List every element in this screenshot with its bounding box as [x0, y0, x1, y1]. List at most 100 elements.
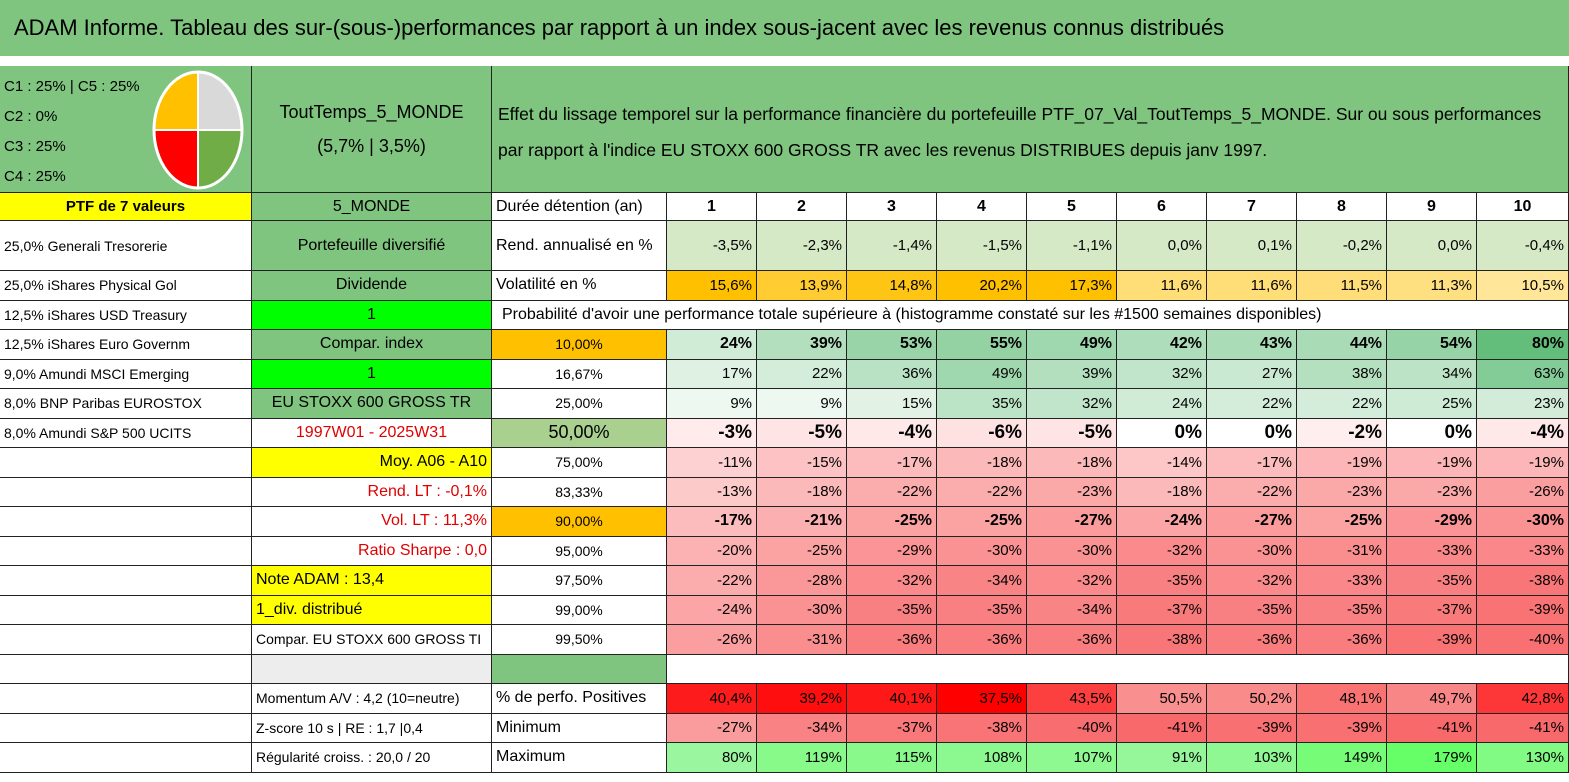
value-cell: -22% — [937, 477, 1027, 507]
value-cell: 0% — [1207, 418, 1297, 448]
value-cell: -19% — [1297, 448, 1387, 478]
value-cell: -22% — [1207, 477, 1297, 507]
value-cell: 54% — [1387, 330, 1477, 360]
value-cell: 32% — [1117, 359, 1207, 389]
value-cell: 35% — [937, 389, 1027, 419]
value-cell: -19% — [1387, 448, 1477, 478]
value-cell: -29% — [847, 536, 937, 566]
column-header: 3 — [847, 193, 937, 221]
value-cell: -26% — [1477, 477, 1569, 507]
asset-cell: 8,0% BNP Paribas EUROSTOX — [0, 389, 252, 419]
row-label: Rend. annualisé en % — [492, 221, 667, 271]
asset-cell: PTF de 7 valeurs — [0, 193, 252, 221]
value-cell: 0,0% — [1387, 221, 1477, 271]
value-cell: 39% — [757, 330, 847, 360]
value-cell: -32% — [847, 566, 937, 596]
value-cell: -39% — [1387, 625, 1477, 655]
value-cell: -14% — [1117, 448, 1207, 478]
pie-chart — [152, 70, 244, 190]
fund-name: ToutTemps_5_MONDE — [279, 102, 464, 122]
value-cell: -25% — [757, 536, 847, 566]
value-cell: 39% — [1027, 359, 1117, 389]
value-cell: -30% — [757, 595, 847, 625]
value-cell: 32% — [1027, 389, 1117, 419]
value-cell: 119% — [757, 743, 847, 773]
value-cell: -40% — [1027, 713, 1117, 743]
value-cell: -22% — [847, 477, 937, 507]
info-cell: Compar. EU STOXX 600 GROSS TI — [252, 625, 492, 655]
value-cell: -35% — [1117, 566, 1207, 596]
pie-legend: C1 : 25% | C5 : 25% C2 : 0% C3 : 25% C4 : 2… — [4, 72, 140, 192]
value-cell: -23% — [1027, 477, 1117, 507]
value-cell: 179% — [1387, 743, 1477, 773]
value-cell: 13,9% — [757, 271, 847, 301]
value-cell: 20,2% — [937, 271, 1027, 301]
value-cell: -36% — [1297, 625, 1387, 655]
asset-cell — [0, 536, 252, 566]
value-cell: -17% — [667, 507, 757, 537]
value-cell: -11% — [667, 448, 757, 478]
value-cell: 55% — [937, 330, 1027, 360]
value-cell: -31% — [1297, 536, 1387, 566]
value-cell: -41% — [1477, 713, 1569, 743]
value-cell: -22% — [667, 566, 757, 596]
empty-cell — [667, 654, 1569, 684]
info-cell: 1 — [252, 300, 492, 330]
column-header: 8 — [1297, 193, 1387, 221]
info-cell: Ratio Sharpe : 0,0 — [252, 536, 492, 566]
value-cell: -34% — [937, 566, 1027, 596]
legend-entry: C4 : 25% — [4, 168, 66, 185]
value-cell: 42,8% — [1477, 684, 1569, 714]
value-cell: 80% — [1477, 330, 1569, 360]
row-label: % de perfo. Positives — [492, 684, 667, 714]
value-cell: -35% — [1387, 566, 1477, 596]
info-cell: Dividende — [252, 271, 492, 301]
value-cell: -24% — [667, 595, 757, 625]
value-cell: 80% — [667, 743, 757, 773]
description: Effet du lissage temporel sur la perform… — [492, 66, 1569, 193]
value-cell: 149% — [1297, 743, 1387, 773]
threshold-cell — [492, 654, 667, 684]
column-header: 10 — [1477, 193, 1569, 221]
value-cell: -1,5% — [937, 221, 1027, 271]
value-cell: 22% — [1297, 389, 1387, 419]
value-cell: -37% — [847, 713, 937, 743]
value-cell: -17% — [847, 448, 937, 478]
value-cell: -39% — [1207, 713, 1297, 743]
value-cell: 40,4% — [667, 684, 757, 714]
info-cell: EU STOXX 600 GROSS TR — [252, 389, 492, 419]
value-cell: -21% — [757, 507, 847, 537]
value-cell: -26% — [667, 625, 757, 655]
value-cell: -0,2% — [1297, 221, 1387, 271]
value-cell: 49,7% — [1387, 684, 1477, 714]
value-cell: -27% — [667, 713, 757, 743]
asset-cell — [0, 743, 252, 773]
column-header: 6 — [1117, 193, 1207, 221]
value-cell: -38% — [1117, 625, 1207, 655]
value-cell: 43% — [1207, 330, 1297, 360]
fund-perf: (5,7% | 3,5%) — [317, 136, 426, 156]
value-cell: 50,2% — [1207, 684, 1297, 714]
value-cell: -1,1% — [1027, 221, 1117, 271]
section-header: Probabilité d'avoir une performance tota… — [492, 300, 1569, 330]
value-cell: 0% — [1387, 418, 1477, 448]
value-cell: -37% — [1117, 595, 1207, 625]
value-cell: -36% — [847, 625, 937, 655]
column-header: 9 — [1387, 193, 1477, 221]
value-cell: -5% — [1027, 418, 1117, 448]
value-cell: -40% — [1477, 625, 1569, 655]
column-header: 7 — [1207, 193, 1297, 221]
value-cell: -38% — [937, 713, 1027, 743]
value-cell: 37,5% — [937, 684, 1027, 714]
value-cell: -18% — [937, 448, 1027, 478]
value-cell: 17,3% — [1027, 271, 1117, 301]
value-cell: -25% — [847, 507, 937, 537]
value-cell: -41% — [1117, 713, 1207, 743]
value-cell: -18% — [1117, 477, 1207, 507]
value-cell: -4% — [847, 418, 937, 448]
value-cell: -30% — [937, 536, 1027, 566]
value-cell: 24% — [1117, 389, 1207, 419]
info-cell: 1_div. distribué — [252, 595, 492, 625]
info-cell — [252, 654, 492, 684]
row-label: Maximum — [492, 743, 667, 773]
